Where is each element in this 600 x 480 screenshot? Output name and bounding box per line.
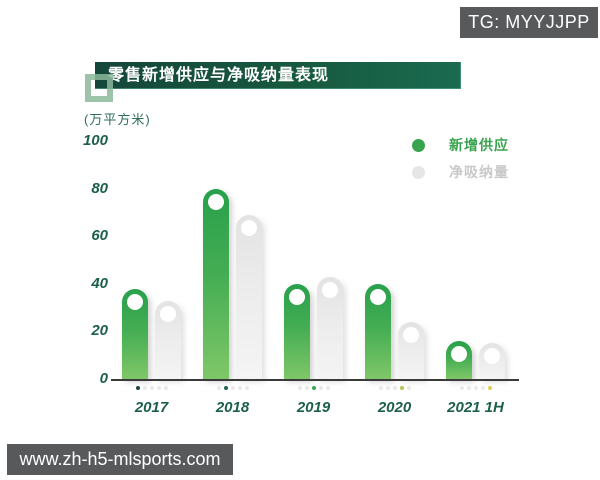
pager-dot-icon <box>304 386 309 390</box>
pager-dot-icon <box>237 386 242 390</box>
plot-area <box>113 141 518 379</box>
bar-净吸纳量-2020 <box>398 321 424 379</box>
y-tick-label: 100 <box>82 132 108 149</box>
bar-净吸纳量-2021 1H <box>479 343 505 379</box>
pager-dot-icon <box>473 386 478 390</box>
title-accent-square-icon <box>85 74 113 102</box>
legend-label: 新增供应 <box>449 137 509 153</box>
pager-dot-icon <box>223 386 228 390</box>
pager-dot-icon <box>318 386 323 390</box>
bar-cap-hole-icon <box>289 288 305 305</box>
pager-dot-icon <box>311 386 316 390</box>
bar-cap-hole-icon <box>241 219 257 236</box>
pager-dots-2020 <box>378 386 411 391</box>
legend-item-new-supply: 新增供应 <box>412 135 509 155</box>
x-axis-line <box>111 379 519 381</box>
y-tick-label: 20 <box>91 322 108 340</box>
y-tick-label: 0 <box>99 370 108 387</box>
bar-cap-hole-icon <box>160 305 176 322</box>
x-tick-label-2020: 2020 <box>377 399 412 416</box>
bar-cap-hole-icon <box>484 348 500 365</box>
pager-dot-icon <box>142 386 147 390</box>
legend-label: 净吸纳量 <box>449 164 509 180</box>
bar-新增供应-2020 <box>365 283 391 379</box>
pager-dots-2017 <box>135 386 168 391</box>
bar-新增供应-2017 <box>122 288 148 379</box>
pager-dot-icon <box>230 386 235 390</box>
pager-dot-icon <box>216 386 221 390</box>
x-tick-label-2021 1H: 2021 1H <box>447 399 504 416</box>
pager-dot-icon <box>385 386 390 390</box>
bar-cap-hole-icon <box>208 193 224 210</box>
pager-dot-icon <box>156 386 161 390</box>
pager-dot-icon <box>459 386 464 390</box>
y-tick-label: 40 <box>91 274 108 292</box>
bar-净吸纳量-2018 <box>236 214 262 379</box>
y-tick-label: 60 <box>91 227 108 245</box>
x-tick-label-2019: 2019 <box>296 399 331 416</box>
bar-净吸纳量-2017 <box>155 300 181 379</box>
pager-dots-2021 1H <box>459 386 492 391</box>
chart-legend: 新增供应 净吸纳量 <box>412 135 509 189</box>
x-tick-label-2018: 2018 <box>215 399 250 416</box>
chart-title: 零售新增供应与净吸纳量表现 <box>108 67 330 84</box>
bar-新增供应-2021 1H <box>446 340 472 379</box>
bar-cap-hole-icon <box>403 326 419 343</box>
bar-新增供应-2019 <box>284 283 310 379</box>
pager-dot-icon <box>244 386 249 390</box>
bar-cap-hole-icon <box>322 281 338 298</box>
pager-dot-icon <box>163 386 168 390</box>
pager-dot-icon <box>406 386 411 390</box>
pager-dots-2019 <box>297 386 330 391</box>
bar-净吸纳量-2019 <box>317 276 343 379</box>
legend-dot-icon <box>412 138 425 152</box>
pager-dot-icon <box>392 386 397 390</box>
pager-dot-icon <box>399 386 404 390</box>
pager-dot-icon <box>325 386 330 390</box>
pager-dot-icon <box>149 386 154 390</box>
tg-watermark-badge: TG: MYYJJPP <box>460 7 598 38</box>
site-watermark-badge: www.zh-h5-mlsports.com <box>7 444 233 475</box>
bar-cap-hole-icon <box>370 288 386 305</box>
pager-dots-2018 <box>216 386 249 391</box>
pager-dot-icon <box>297 386 302 390</box>
bar-新增供应-2018 <box>203 188 229 379</box>
x-tick-label-2017: 2017 <box>134 399 169 416</box>
y-tick-label: 80 <box>91 179 108 197</box>
axis-unit-label: (万平方米) <box>84 112 151 127</box>
pager-dot-icon <box>466 386 471 390</box>
chart-title-banner: 零售新增供应与净吸纳量表现 <box>95 62 461 89</box>
bar-cap-hole-icon <box>127 293 143 310</box>
legend-item-net-absorption: 净吸纳量 <box>412 162 509 182</box>
pager-dot-icon <box>378 386 383 390</box>
bar-cap-hole-icon <box>451 345 467 362</box>
pager-dot-icon <box>487 386 492 390</box>
legend-dot-icon <box>412 165 425 179</box>
pager-dot-icon <box>480 386 485 390</box>
pager-dot-icon <box>135 386 140 390</box>
